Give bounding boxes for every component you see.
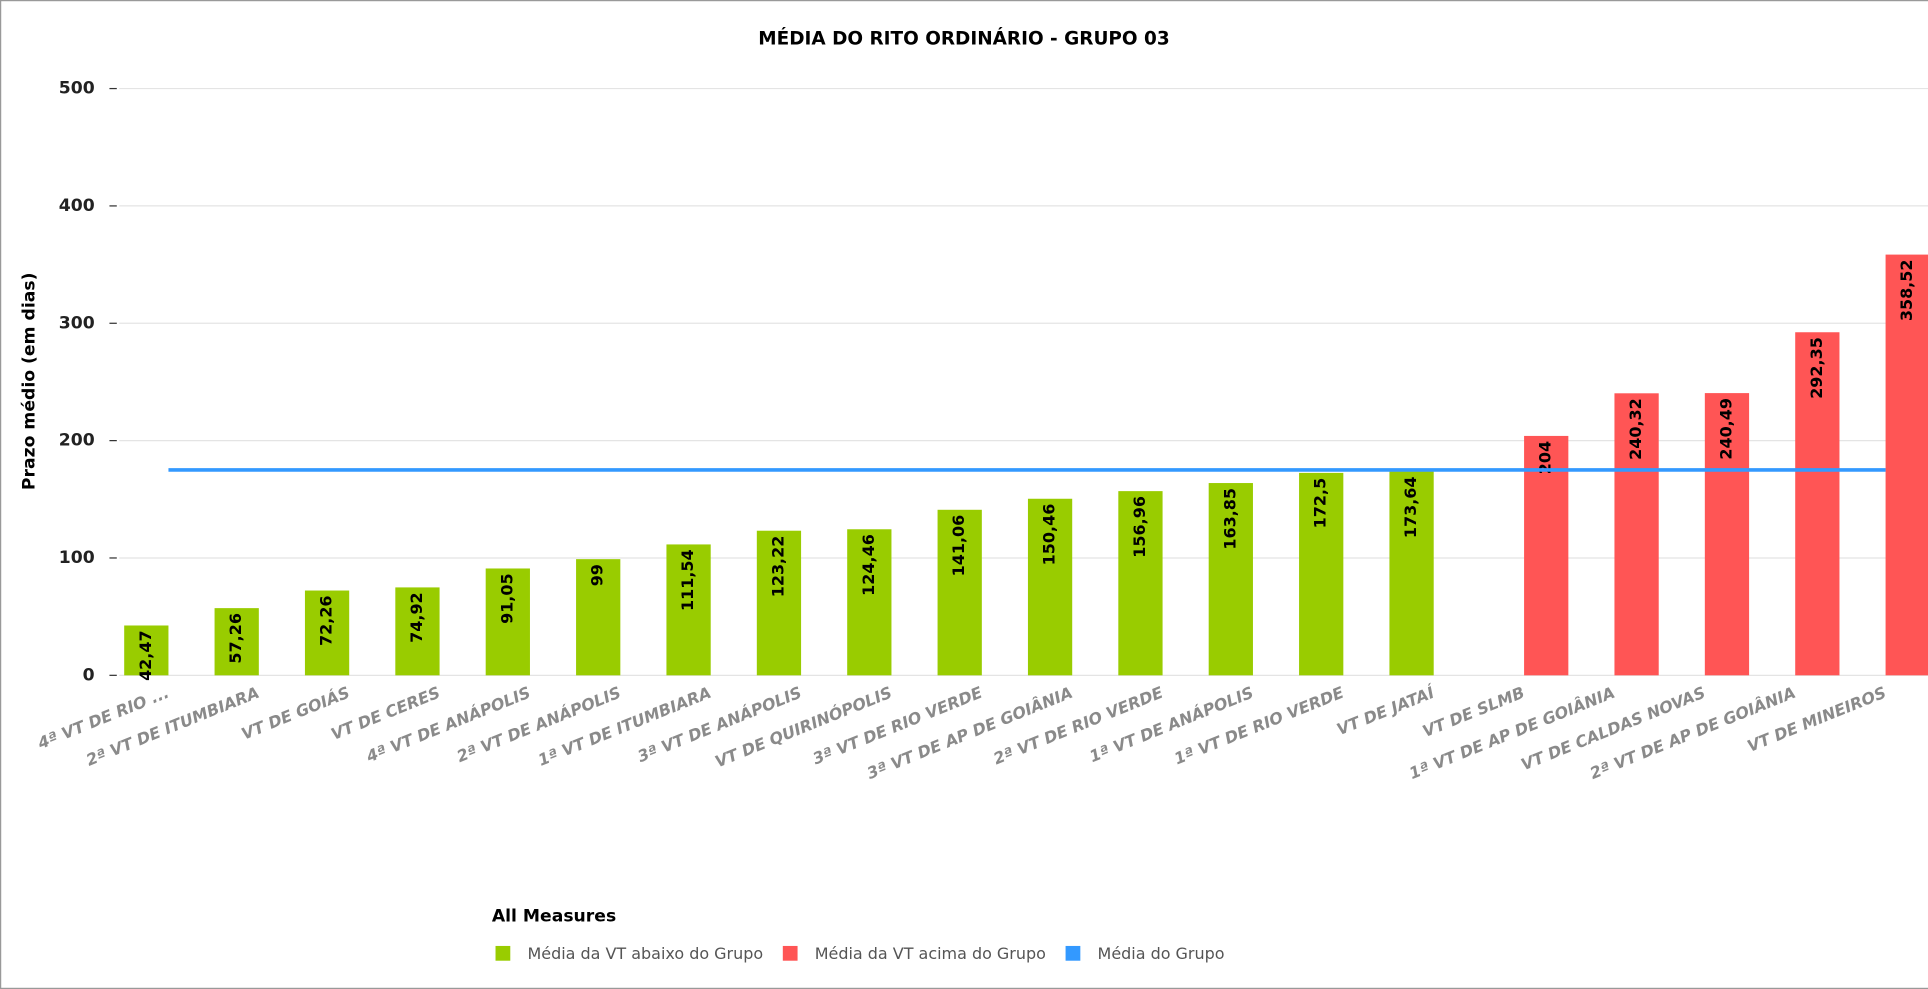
bar <box>304 590 350 676</box>
chart-title: MÉDIA DO RITO ORDINÁRIO - GRUPO 03 <box>758 27 1169 49</box>
y-tick-label: 400 <box>59 196 95 216</box>
data-label: 172,5 <box>1311 478 1330 529</box>
data-label: 124,46 <box>859 534 878 596</box>
bar <box>124 625 169 676</box>
bar <box>576 559 621 676</box>
bar <box>756 530 802 676</box>
bar <box>1389 471 1434 676</box>
data-label: 74,92 <box>407 592 426 643</box>
bar <box>395 587 440 676</box>
data-label: 240,49 <box>1716 398 1735 460</box>
legend-swatch <box>782 945 798 961</box>
bar <box>1027 498 1073 676</box>
legend-swatch <box>1065 945 1081 961</box>
bar <box>214 608 259 676</box>
bar <box>1524 435 1569 676</box>
data-label: 204 <box>1536 441 1555 474</box>
data-label: 240,32 <box>1626 398 1645 460</box>
y-tick-label: 100 <box>59 548 95 568</box>
data-label: 72,26 <box>317 595 336 646</box>
bar <box>1208 483 1253 676</box>
bar <box>1795 332 1840 676</box>
data-label: 156,96 <box>1130 496 1149 558</box>
y-tick-label: 300 <box>59 313 95 333</box>
y-tick-label: 200 <box>59 431 95 451</box>
bar <box>937 509 982 676</box>
legend-swatch <box>495 945 511 961</box>
data-label: 91,05 <box>497 573 516 624</box>
data-label: 358,52 <box>1897 260 1916 322</box>
legend-label: Média da VT abaixo do Grupo <box>527 944 763 963</box>
bar <box>1704 393 1750 676</box>
bar <box>1614 393 1659 676</box>
y-tick-label: 0 <box>83 665 95 685</box>
bar <box>666 544 711 676</box>
bar <box>485 568 530 676</box>
bar <box>1118 491 1163 676</box>
data-label: 173,64 <box>1401 476 1420 538</box>
legend-title: All Measures <box>492 906 616 926</box>
data-label: 141,06 <box>949 515 968 577</box>
legend-label: Média da VT acima do Grupo <box>815 944 1046 963</box>
data-label: 42,47 <box>136 630 155 681</box>
data-label: 99 <box>588 564 607 586</box>
y-axis-label: Prazo médio (em dias) <box>20 273 40 491</box>
data-label: 57,26 <box>226 613 245 664</box>
data-label: 292,35 <box>1807 337 1826 399</box>
data-label: 163,85 <box>1220 488 1239 550</box>
data-label: 111,54 <box>678 549 697 611</box>
legend-label: Média do Grupo <box>1098 944 1225 963</box>
data-label: 150,46 <box>1040 504 1059 566</box>
y-tick-label: 500 <box>59 79 95 99</box>
data-label: 123,22 <box>768 536 787 598</box>
bar <box>1299 472 1344 676</box>
bar <box>847 529 892 676</box>
bar <box>1885 254 1928 676</box>
